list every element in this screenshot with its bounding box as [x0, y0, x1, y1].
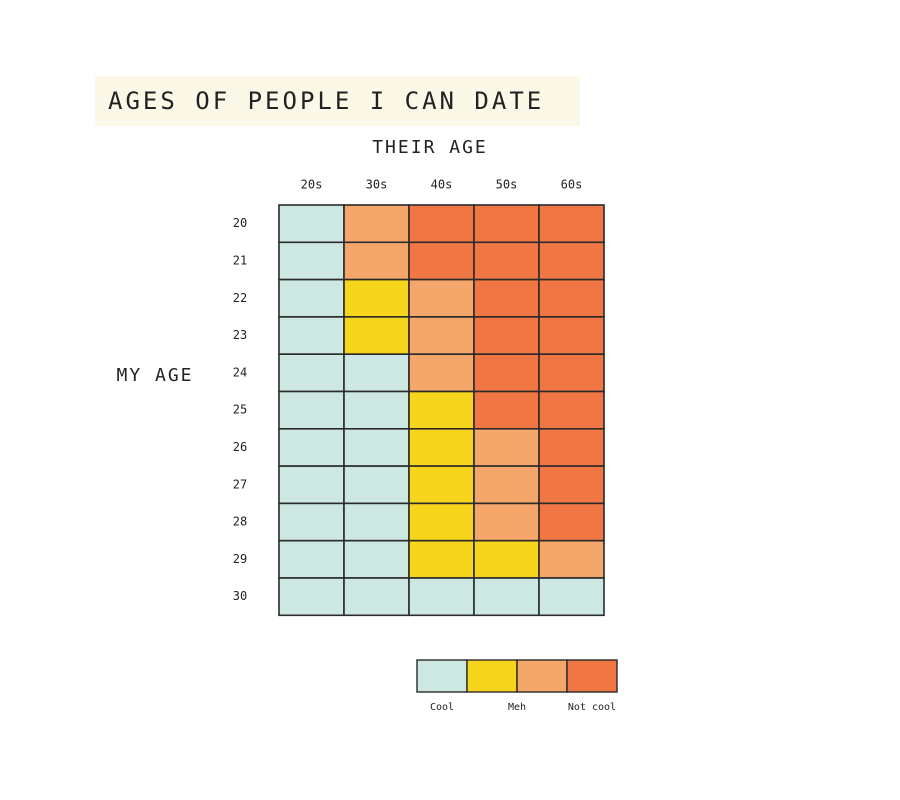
heatmap-cell: [538, 204, 605, 244]
y-tick-label: 30: [233, 589, 247, 603]
heatmap-cell: [538, 502, 605, 542]
legend-swatch: [566, 659, 618, 693]
legend-label: Meh: [508, 702, 526, 713]
heatmap-cell: [473, 204, 540, 244]
x-tick-label: 60s: [561, 178, 583, 192]
x-axis-title: THEIR AGE: [372, 137, 488, 158]
heatmap-cell: [538, 577, 605, 617]
heatmap-cell: [538, 278, 605, 318]
heatmap-cell: [473, 353, 540, 393]
heatmap-cell: [538, 465, 605, 505]
heatmap-cell: [408, 278, 475, 318]
heatmap-cell: [408, 502, 475, 542]
x-tick-label: 30s: [366, 178, 388, 192]
heatmap-cell: [473, 390, 540, 430]
heatmap-cell: [343, 390, 410, 430]
legend-swatch: [516, 659, 568, 693]
x-tick-label: 50s: [496, 178, 518, 192]
heatmap-cell: [408, 390, 475, 430]
heatmap-cell: [278, 204, 345, 244]
heatmap-cell: [278, 278, 345, 318]
y-tick-label: 25: [233, 403, 247, 417]
heatmap-cell: [473, 427, 540, 467]
x-tick-label: 20s: [301, 178, 323, 192]
heatmap-cell: [538, 390, 605, 430]
heatmap-cell: [343, 465, 410, 505]
y-tick-label: 24: [233, 365, 247, 379]
heatmap-cell: [278, 577, 345, 617]
y-tick-label: 23: [233, 328, 247, 342]
heatmap-cell: [408, 427, 475, 467]
heatmap-cell: [278, 316, 345, 355]
legend-swatch: [416, 659, 468, 693]
heatmap-cell: [343, 427, 410, 467]
heatmap-cell: [343, 539, 410, 579]
heatmap-cell: [538, 353, 605, 393]
heatmap-cell: [473, 278, 540, 318]
y-tick-label: 29: [233, 552, 247, 566]
heatmap-cell: [473, 539, 540, 579]
heatmap-cell: [343, 316, 410, 355]
y-tick-label: 22: [233, 291, 247, 305]
y-axis-title: MY AGE: [116, 365, 193, 386]
heatmap-cell: [473, 577, 540, 617]
y-tick-label: 28: [233, 515, 247, 529]
heatmap-cell: [408, 539, 475, 579]
heatmap-cell: [538, 316, 605, 355]
heatmap-cell: [408, 577, 475, 617]
heatmap-cell: [408, 241, 475, 281]
legend-label: Cool: [430, 702, 454, 713]
heatmap-cell: [278, 427, 345, 467]
heatmap-cell: [473, 502, 540, 542]
y-tick-label: 26: [233, 440, 247, 454]
heatmap-cell: [278, 465, 345, 505]
heatmap-cell: [343, 353, 410, 393]
chart-title: AGES OF PEOPLE I CAN DATE: [108, 87, 544, 115]
y-tick-label: 27: [233, 477, 247, 491]
heatmap-cell: [343, 278, 410, 318]
heatmap-cell: [278, 502, 345, 542]
heatmap-cell: [538, 427, 605, 467]
heatmap-cell: [278, 390, 345, 430]
heatmap-cell: [408, 204, 475, 244]
heatmap-cell: [343, 577, 410, 617]
legend-label: Not cool: [568, 702, 616, 713]
heatmap-cell: [278, 353, 345, 393]
legend-swatch: [466, 659, 518, 693]
heatmap-cell: [408, 465, 475, 505]
y-tick-label: 21: [233, 253, 247, 267]
heatmap-cell: [473, 316, 540, 355]
heatmap-cell: [278, 539, 345, 579]
heatmap-cell: [473, 241, 540, 281]
heatmap-cell: [538, 241, 605, 281]
y-tick-label: 20: [233, 216, 247, 230]
heatmap-cell: [473, 465, 540, 505]
heatmap-cell: [538, 539, 605, 579]
heatmap-cell: [343, 502, 410, 542]
heatmap-cell: [343, 241, 410, 281]
heatmap-cell: [408, 316, 475, 355]
heatmap-cell: [343, 204, 410, 244]
heatmap-cell: [278, 241, 345, 281]
x-tick-label: 40s: [431, 178, 453, 192]
title-background: [95, 76, 580, 126]
heatmap-cell: [408, 353, 475, 393]
